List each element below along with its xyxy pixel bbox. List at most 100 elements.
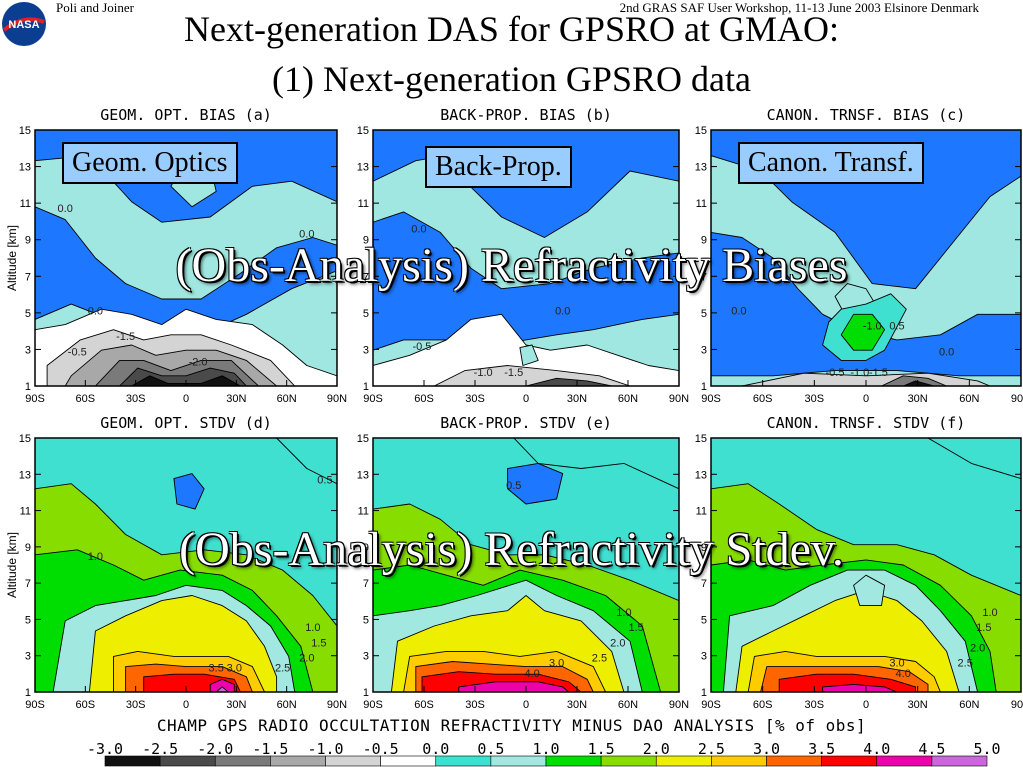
y-tick-label: 3 <box>701 651 707 663</box>
y-tick-label: 9 <box>25 542 31 554</box>
y-tick-label: 7 <box>701 578 707 590</box>
x-tick-label: 90S <box>363 393 383 405</box>
x-tick-label: 30N <box>908 393 928 405</box>
y-tick-label: 3 <box>701 344 707 356</box>
y-tick-label: 1 <box>363 381 369 393</box>
y-tick-label: 13 <box>695 469 707 481</box>
contour-region-6 <box>519 344 539 366</box>
x-tick-label: 60S <box>76 699 96 711</box>
y-tick-label: 1 <box>701 687 707 699</box>
box-label-geom-optics: Geom. Optics <box>62 142 238 184</box>
y-tick-label: 1 <box>701 381 707 393</box>
y-tick-label: 11 <box>20 198 31 210</box>
colorbar-label: -2.0 <box>197 740 233 758</box>
x-tick-label: 60S <box>753 393 773 405</box>
y-tick-label: 9 <box>363 542 369 554</box>
x-tick-label: 60S <box>753 699 773 711</box>
contour-label: 0.0 <box>939 346 954 358</box>
overlay-stdv-title: (Obs-Analysis) Refractivity Stdev. <box>179 523 844 576</box>
y-tick-label: 15 <box>357 433 369 445</box>
contour-region-5 <box>881 375 948 386</box>
x-tick-label: 60N <box>277 393 297 405</box>
contour-label: 0.0 <box>731 305 746 317</box>
y-tick-label: 5 <box>363 614 369 626</box>
y-tick-label: 5 <box>25 614 31 626</box>
colorbar-label: 4.5 <box>918 740 945 758</box>
panel-title: CANON. TRNSF. STDV (f) <box>767 414 966 432</box>
x-tick-label: 30N <box>226 393 246 405</box>
y-tick-label: 13 <box>695 162 707 174</box>
x-tick-label: 90N <box>669 699 689 711</box>
x-tick-label: 60N <box>618 393 638 405</box>
contour-label: 0.5 <box>889 321 904 333</box>
y-tick-label: 3 <box>363 651 369 663</box>
contour-label: 0.5 <box>506 480 521 492</box>
y-tick-label: 15 <box>695 125 707 137</box>
x-tick-label: 0 <box>863 699 869 711</box>
y-tick-label: 13 <box>19 162 31 174</box>
box-label-canon-transf: Canon. Transf. <box>738 142 924 184</box>
contour-region-9 <box>822 683 898 692</box>
x-tick-label: 60N <box>277 699 297 711</box>
colorbar-label: 5.0 <box>973 740 1000 758</box>
colorbar-label: 3.5 <box>808 740 835 758</box>
overlay-bias-title: (Obs-Analysis) Refractivity Biases <box>175 239 848 292</box>
y-tick-label: 11 <box>20 506 31 518</box>
contour-label: 0.0 <box>555 305 570 317</box>
colorbar-label: -0.5 <box>363 740 399 758</box>
contour-region-9 <box>458 681 570 692</box>
contour-label: -0.5 <box>826 367 845 379</box>
x-tick-label: 60S <box>414 393 434 405</box>
colorbar-label: 2.5 <box>698 740 725 758</box>
x-tick-label: 60N <box>959 393 979 405</box>
y-tick-label: 15 <box>357 125 369 137</box>
colorbar-label: 0.0 <box>422 740 449 758</box>
y-tick-label: 7 <box>25 578 31 590</box>
contour-label: -0.5 <box>412 341 431 353</box>
contour-label: -1.0 <box>863 321 882 333</box>
x-tick-label: 30S <box>126 393 146 405</box>
contour-label: 1.0 <box>982 607 997 619</box>
y-tick-label: 7 <box>25 271 31 283</box>
y-tick-label: 13 <box>357 162 369 174</box>
y-tick-label: 5 <box>25 308 31 320</box>
contour-region-10 <box>507 462 564 505</box>
colorbar-label: 0.5 <box>477 740 504 758</box>
y-tick-label: 5 <box>363 308 369 320</box>
panel-title: GEOM. OPT. BIAS (a) <box>100 106 272 124</box>
contour-region-5 <box>525 377 613 386</box>
x-tick-label: 90N <box>1011 393 1023 405</box>
colorbar-label: -3.0 <box>87 740 123 758</box>
x-tick-label: 90S <box>25 699 45 711</box>
y-tick-label: 11 <box>696 198 707 210</box>
contour-region-9 <box>209 678 235 692</box>
contour-label: 2.0 <box>299 653 314 665</box>
x-tick-label: 60N <box>959 699 979 711</box>
y-tick-label: 9 <box>701 235 707 247</box>
nasa-logo-icon: NASA <box>2 2 46 46</box>
contour-label: 1.0 <box>305 622 320 634</box>
contour-label: -1.5 <box>504 367 523 379</box>
contour-region-11 <box>173 473 205 510</box>
contour-label: 3.0 <box>889 658 904 670</box>
colorbar-label: -1.0 <box>307 740 343 758</box>
y-tick-label: 3 <box>25 344 31 356</box>
x-tick-label: 60N <box>618 699 638 711</box>
contour-label: 1.5 <box>629 622 644 634</box>
contour-label: -1.5 <box>869 367 888 379</box>
colorbar-label: -1.5 <box>252 740 288 758</box>
contour-label: -1.5 <box>116 331 135 343</box>
contour-label: 4.0 <box>896 668 911 680</box>
colorbar-swatch <box>931 755 988 767</box>
colorbar: -3.0 -2.5 -2.0 -1.5 -1.0 -0.5 0.0 0.5 1.0 1.5 2.0 2… <box>87 740 1001 767</box>
contour-label: 1.0 <box>88 551 103 563</box>
colorbar-title: CHAMP GPS RADIO OCCULTATION REFRACTIVITY… <box>156 716 867 735</box>
contour-label: -2.0 <box>189 357 208 369</box>
colorbar-label: 2.0 <box>643 740 670 758</box>
contour-label: 1.5 <box>976 622 991 634</box>
x-tick-label: 30N <box>567 393 587 405</box>
box-label-back-prop: Back-Prop. <box>425 146 572 188</box>
contour-label: 0.0 <box>411 223 426 235</box>
